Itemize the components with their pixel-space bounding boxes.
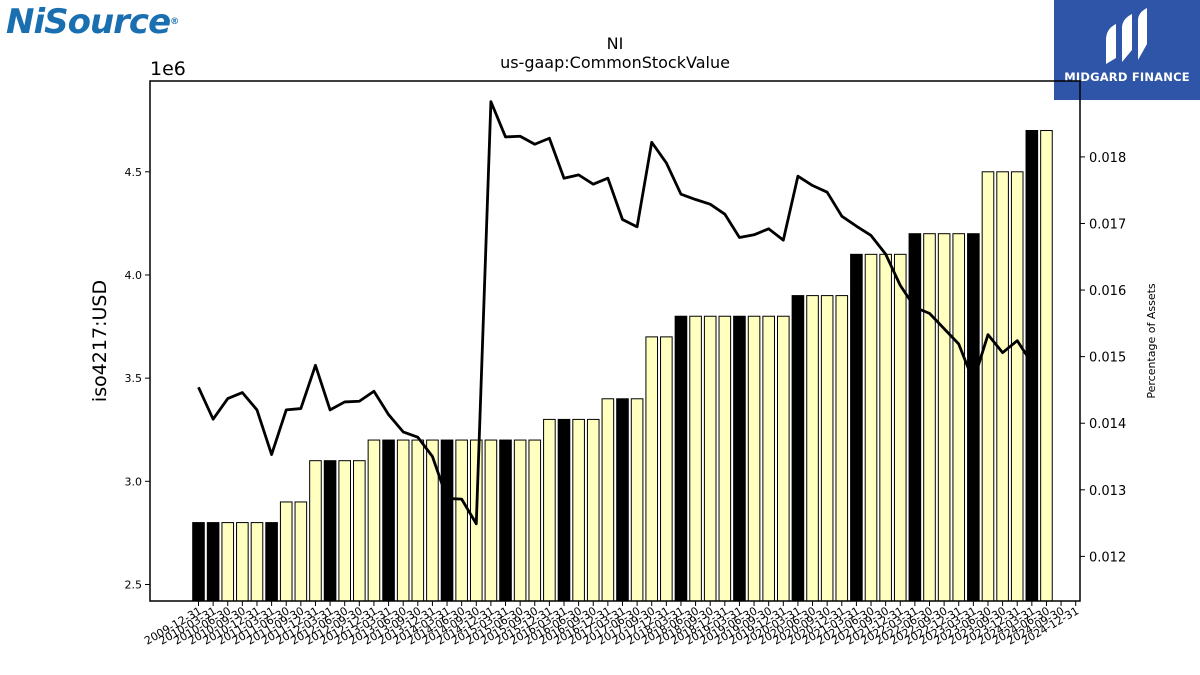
y2-tick-label: 0.018 xyxy=(1089,151,1126,166)
bar xyxy=(455,439,468,602)
bar xyxy=(689,315,702,602)
y-ticks-layer: 2.5 3.0 3.5 4.0 4.5 xyxy=(125,166,150,591)
y-tick-label: 4.0 xyxy=(125,269,143,282)
bar xyxy=(411,439,425,602)
bar xyxy=(981,171,995,602)
bar xyxy=(206,522,220,602)
plot-frame xyxy=(149,80,1081,602)
bar xyxy=(338,460,351,602)
bar xyxy=(382,439,395,602)
bar xyxy=(586,418,600,602)
bar xyxy=(513,439,527,602)
y-tick-label: 2.5 xyxy=(125,578,143,591)
bar xyxy=(396,439,410,602)
bar xyxy=(294,501,308,602)
bar xyxy=(996,171,1009,602)
y2-tick-label: 0.016 xyxy=(1089,284,1126,299)
bar xyxy=(952,233,966,602)
bars-layer xyxy=(192,130,1053,602)
y2-tick-label: 0.014 xyxy=(1089,417,1126,432)
bar xyxy=(250,522,264,602)
y-axis-label: iso4217:USD xyxy=(89,280,111,402)
bar xyxy=(747,315,761,602)
bar xyxy=(484,439,498,602)
bar xyxy=(309,460,322,602)
bar xyxy=(703,315,717,602)
y-tick-label: 3.0 xyxy=(125,475,143,488)
bar xyxy=(192,522,205,602)
chart-subtitle: us-gaap:CommonStockValue xyxy=(500,53,730,72)
bar xyxy=(777,315,790,602)
bar xyxy=(645,336,659,602)
bar xyxy=(236,522,249,602)
bar xyxy=(543,418,556,602)
bar xyxy=(1010,171,1024,602)
y2-axis-label: Percentage of Assets xyxy=(1145,283,1158,399)
bar xyxy=(323,460,337,602)
bar xyxy=(791,295,805,602)
y2-ticks-layer: 0.012 0.013 0.014 0.015 0.016 0.017 0.018 xyxy=(1080,151,1126,565)
bar xyxy=(440,439,454,602)
bar xyxy=(601,398,615,602)
bar xyxy=(557,418,571,602)
y-axis-scale-label: 1e6 xyxy=(150,58,186,80)
bar xyxy=(864,253,878,602)
midgard-finance-text: MIDGARD FINANCE xyxy=(1064,70,1190,84)
bar xyxy=(279,501,293,602)
y2-tick-label: 0.013 xyxy=(1089,484,1126,499)
bar xyxy=(893,253,907,602)
nisource-logo-text: NiSource xyxy=(6,2,171,42)
bar xyxy=(967,233,980,602)
bar xyxy=(572,418,585,602)
bar xyxy=(879,253,892,602)
bar xyxy=(674,315,688,602)
bar xyxy=(1025,130,1039,602)
bar xyxy=(937,233,951,602)
bar xyxy=(499,439,512,602)
bar xyxy=(367,439,381,602)
bar xyxy=(806,295,819,602)
bar xyxy=(835,295,849,602)
x-ticks-layer: 2009-12-312010-03-312010-06-302010-09-30… xyxy=(142,601,1081,648)
bar xyxy=(265,522,278,602)
nisource-logo-reg: ® xyxy=(170,17,179,27)
bar xyxy=(353,460,366,602)
bar xyxy=(923,233,936,602)
bar xyxy=(221,522,235,602)
y2-tick-label: 0.015 xyxy=(1089,351,1126,366)
y-tick-label: 4.5 xyxy=(125,166,143,179)
bar xyxy=(762,315,775,602)
bar xyxy=(660,336,673,602)
midgard-emblem-icon xyxy=(1106,8,1147,64)
y-tick-label: 3.5 xyxy=(125,372,143,385)
chart-title: NI xyxy=(607,34,624,53)
nisource-logo: NiSource® xyxy=(6,2,179,42)
percentage-of-assets-line xyxy=(197,100,1034,526)
bar xyxy=(820,295,834,602)
bar xyxy=(908,233,922,602)
line-layer xyxy=(197,100,1034,526)
bar xyxy=(850,253,863,602)
bar xyxy=(616,398,629,602)
bar xyxy=(1040,130,1053,602)
bar xyxy=(528,439,542,602)
bar xyxy=(733,315,746,602)
bar xyxy=(630,398,644,602)
midgard-finance-logo: MIDGARD FINANCE xyxy=(1054,0,1200,100)
y2-tick-label: 0.012 xyxy=(1089,550,1126,565)
bar xyxy=(718,315,732,602)
y2-tick-label: 0.017 xyxy=(1089,217,1126,232)
